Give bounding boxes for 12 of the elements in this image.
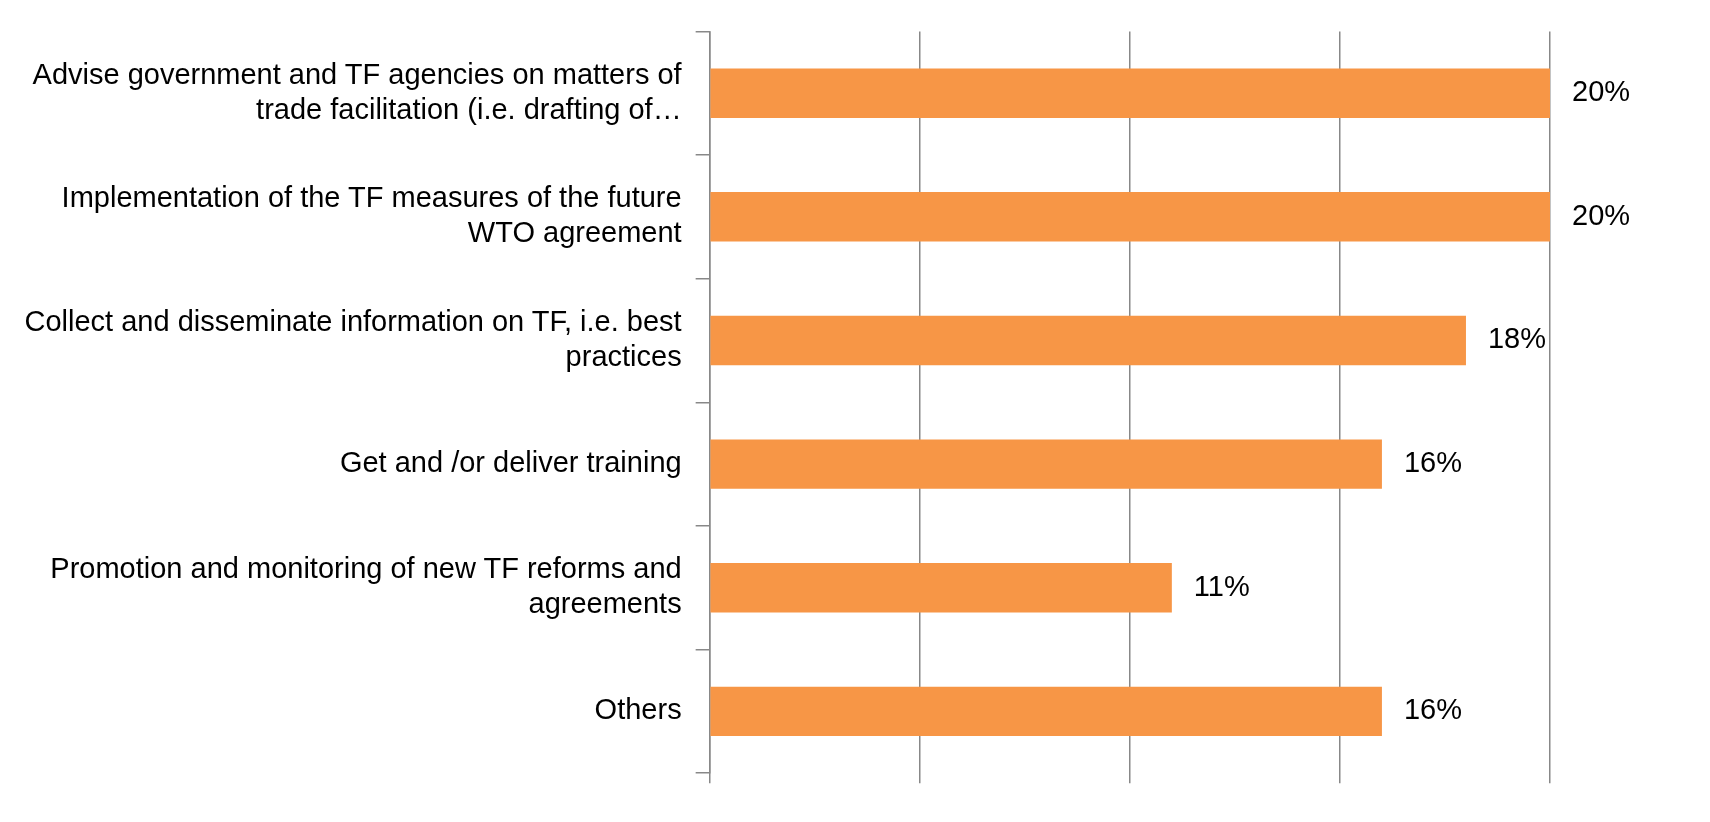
y-tick-label: Implementation of the TF measures of the future WTO agreement [61,181,682,249]
y-tick-label: Get and /or deliver training [339,446,682,479]
data-label: 16% [1403,693,1462,726]
data-label: 20% [1572,198,1631,231]
y-tick-label: Others [594,693,682,726]
data-label: 11% [1193,569,1250,602]
y-tick-label: Advise government and TF agencies on matters of trade facilitation (i.e. drafting of… [32,57,683,125]
y-tick-label: Collect and disseminate information on TF, i.e. best practices [24,305,682,372]
data-label: 16% [1403,446,1462,479]
data-label: 18% [1487,322,1547,355]
data-label: 20% [1572,75,1631,108]
y-tick-label: Promotion and monitoring of new TF reforms and agreements [50,552,682,620]
